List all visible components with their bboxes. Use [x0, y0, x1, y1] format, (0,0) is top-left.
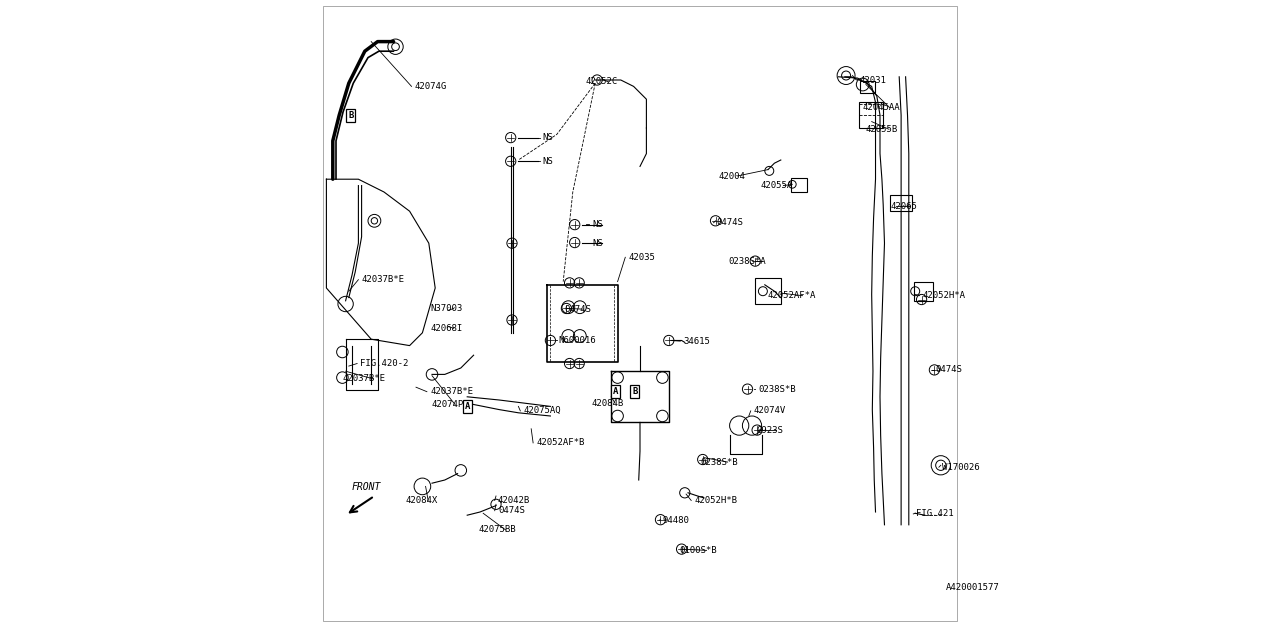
- Text: 42068I: 42068I: [430, 324, 463, 333]
- Text: NS: NS: [591, 220, 603, 228]
- Bar: [791, 178, 808, 192]
- Text: 0238S*B: 0238S*B: [701, 458, 739, 467]
- Text: NS: NS: [543, 133, 553, 142]
- Text: B: B: [348, 111, 353, 120]
- Text: 42084X: 42084X: [404, 496, 438, 505]
- Text: A: A: [465, 402, 470, 411]
- Bar: [860, 81, 876, 93]
- Text: 0238S*A: 0238S*A: [728, 257, 765, 266]
- Text: 42052AF*A: 42052AF*A: [768, 291, 817, 300]
- Text: FIG.420-2: FIG.420-2: [361, 359, 408, 368]
- Text: 42052AF*B: 42052AF*B: [536, 438, 585, 447]
- Text: 42042B: 42042B: [498, 496, 530, 505]
- Text: N600016: N600016: [558, 336, 595, 345]
- Text: NS: NS: [591, 239, 603, 248]
- Text: A420001577: A420001577: [946, 583, 1000, 592]
- Text: 42037B*E: 42037B*E: [343, 374, 385, 383]
- Text: 42075BB: 42075BB: [479, 525, 516, 534]
- Bar: [914, 282, 933, 301]
- Text: 34615: 34615: [684, 337, 710, 346]
- Text: 94480: 94480: [663, 516, 689, 525]
- Text: 42052C: 42052C: [585, 77, 618, 86]
- Text: NS: NS: [543, 157, 553, 166]
- Text: 0238S*B: 0238S*B: [759, 385, 796, 394]
- Text: 42055A: 42055A: [760, 181, 792, 190]
- Text: 0474S: 0474S: [936, 365, 963, 374]
- Text: 0474S: 0474S: [498, 506, 525, 515]
- Text: 42084B: 42084B: [591, 399, 625, 408]
- Text: FRONT: FRONT: [352, 482, 380, 492]
- Text: B: B: [632, 387, 637, 396]
- Text: 42037B*E: 42037B*E: [430, 387, 474, 396]
- Text: 42052H*A: 42052H*A: [923, 291, 966, 300]
- Text: 42074P: 42074P: [433, 400, 465, 409]
- Text: 0923S: 0923S: [756, 426, 783, 435]
- Bar: [859, 102, 883, 128]
- Text: A: A: [613, 387, 618, 396]
- Text: 42037B*E: 42037B*E: [362, 275, 404, 284]
- Text: N37003: N37003: [430, 304, 463, 313]
- Text: 42065: 42065: [891, 202, 918, 211]
- Bar: [755, 278, 781, 304]
- Text: W170026: W170026: [942, 463, 979, 472]
- Text: 42045AA: 42045AA: [863, 103, 900, 112]
- Text: 0474S: 0474S: [564, 305, 591, 314]
- Text: 42055B: 42055B: [865, 125, 899, 134]
- Text: 42074V: 42074V: [754, 406, 786, 415]
- Text: 42035: 42035: [628, 253, 655, 262]
- Text: 0100S*B: 0100S*B: [680, 546, 717, 555]
- Text: 42075AQ: 42075AQ: [524, 406, 561, 415]
- Text: 0474S: 0474S: [717, 218, 744, 227]
- Text: 42052H*B: 42052H*B: [694, 496, 737, 505]
- Bar: [890, 195, 911, 211]
- Text: FIG.421: FIG.421: [916, 509, 954, 518]
- Text: 42031: 42031: [860, 76, 886, 84]
- Text: 42004: 42004: [718, 172, 745, 180]
- Text: 42074G: 42074G: [415, 82, 447, 91]
